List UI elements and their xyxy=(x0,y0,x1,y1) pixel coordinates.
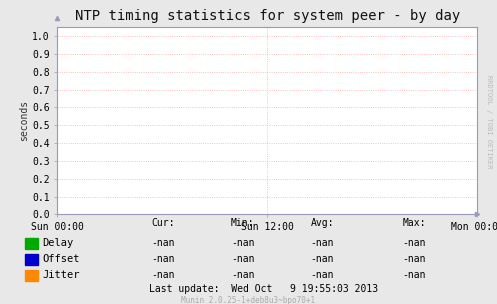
Text: Delay: Delay xyxy=(42,238,74,248)
Title: NTP timing statistics for system peer - by day: NTP timing statistics for system peer - … xyxy=(75,9,460,23)
Text: -nan: -nan xyxy=(231,270,254,280)
Text: Jitter: Jitter xyxy=(42,270,80,280)
Text: -nan: -nan xyxy=(403,254,426,264)
Text: Munin 2.0.25-1+deb8u3~bpo70+1: Munin 2.0.25-1+deb8u3~bpo70+1 xyxy=(181,296,316,304)
Text: -nan: -nan xyxy=(152,254,175,264)
Text: -nan: -nan xyxy=(403,270,426,280)
Y-axis label: seconds: seconds xyxy=(19,100,29,141)
Text: Cur:: Cur: xyxy=(152,218,175,227)
Text: -nan: -nan xyxy=(311,238,334,248)
Text: Offset: Offset xyxy=(42,254,80,264)
Text: Avg:: Avg: xyxy=(311,218,334,227)
Text: -nan: -nan xyxy=(403,238,426,248)
Text: -nan: -nan xyxy=(231,238,254,248)
Text: Max:: Max: xyxy=(403,218,426,227)
Text: -nan: -nan xyxy=(311,270,334,280)
Text: Last update:  Wed Oct   9 19:55:03 2013: Last update: Wed Oct 9 19:55:03 2013 xyxy=(149,285,378,294)
Text: -nan: -nan xyxy=(152,238,175,248)
Text: RRDTOOL / TOBI OETIKER: RRDTOOL / TOBI OETIKER xyxy=(486,75,492,168)
Text: Min:: Min: xyxy=(231,218,254,227)
Text: -nan: -nan xyxy=(311,254,334,264)
Text: -nan: -nan xyxy=(231,254,254,264)
Text: -nan: -nan xyxy=(152,270,175,280)
